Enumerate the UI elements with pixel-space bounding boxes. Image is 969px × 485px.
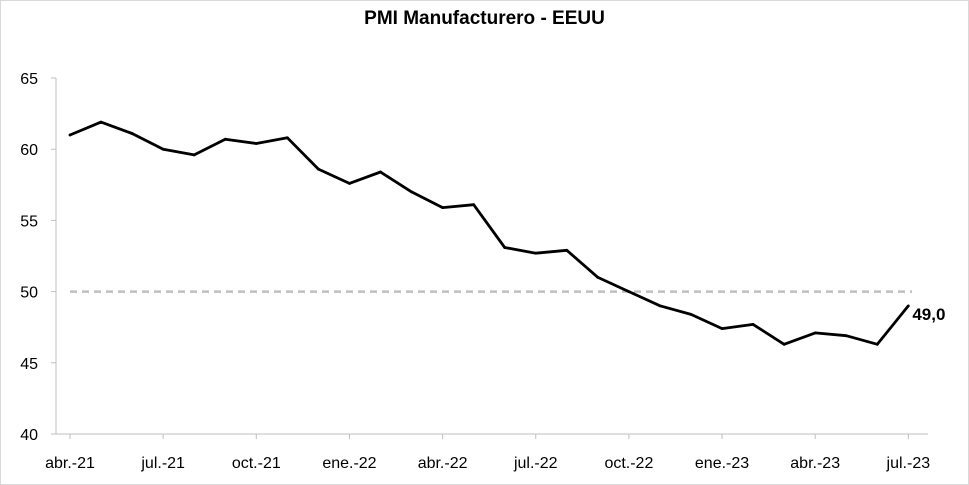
y-tick-label: 40 xyxy=(20,427,38,444)
data-point xyxy=(844,334,848,338)
chart-title: PMI Manufacturero - EEUU xyxy=(364,8,605,29)
x-tick-label: jul.-22 xyxy=(513,455,558,472)
data-point xyxy=(720,327,724,331)
data-point xyxy=(130,132,134,135)
data-point xyxy=(379,170,382,174)
data-point xyxy=(782,342,786,346)
y-axis: 40 45 50 55 60 65 xyxy=(20,71,57,444)
data-point xyxy=(410,190,413,194)
data-point xyxy=(596,275,600,279)
data-point xyxy=(813,331,817,335)
last-value-label: 49,0 xyxy=(912,305,945,324)
data-point xyxy=(627,290,631,293)
y-tick-label: 50 xyxy=(20,285,38,302)
x-tick-label: oct.-22 xyxy=(604,455,653,472)
data-point xyxy=(875,342,879,346)
data-point xyxy=(441,206,444,209)
data-point xyxy=(223,137,227,141)
x-tick-label: ene.-23 xyxy=(695,455,749,472)
x-tick-label: oct.-21 xyxy=(232,455,281,472)
data-point xyxy=(99,120,103,124)
data-point xyxy=(689,312,693,316)
x-tick-label: abr.-21 xyxy=(45,455,95,472)
x-tick-label: abr.-22 xyxy=(418,455,468,472)
x-tick-label: jul.-21 xyxy=(140,455,185,472)
series-line xyxy=(69,120,910,346)
y-tick-label: 45 xyxy=(20,356,38,373)
data-point xyxy=(658,304,662,308)
data-point xyxy=(285,136,289,140)
data-point xyxy=(254,142,258,145)
data-point xyxy=(906,304,910,308)
data-point xyxy=(68,133,72,137)
y-tick-label: 55 xyxy=(20,213,38,230)
data-point xyxy=(503,246,507,249)
y-tick-label: 60 xyxy=(20,142,38,159)
data-point xyxy=(161,147,165,151)
data-point xyxy=(317,167,320,171)
x-tick-label: jul.-23 xyxy=(886,455,931,472)
data-point xyxy=(472,203,476,207)
data-point xyxy=(534,251,538,255)
data-point xyxy=(751,322,755,326)
x-axis: abr.-21 jul.-21 oct.-21 ene.-22 abr.-22 jul.-… xyxy=(45,433,931,472)
data-point xyxy=(192,153,196,157)
series-layer xyxy=(68,120,910,346)
x-tick-label: abr.-23 xyxy=(790,455,840,472)
data-point xyxy=(348,181,351,185)
data-label-layer: 49,0 xyxy=(912,305,945,324)
y-tick-label: 65 xyxy=(20,71,38,88)
data-point xyxy=(565,248,569,252)
x-tick-label: ene.-22 xyxy=(322,455,376,472)
